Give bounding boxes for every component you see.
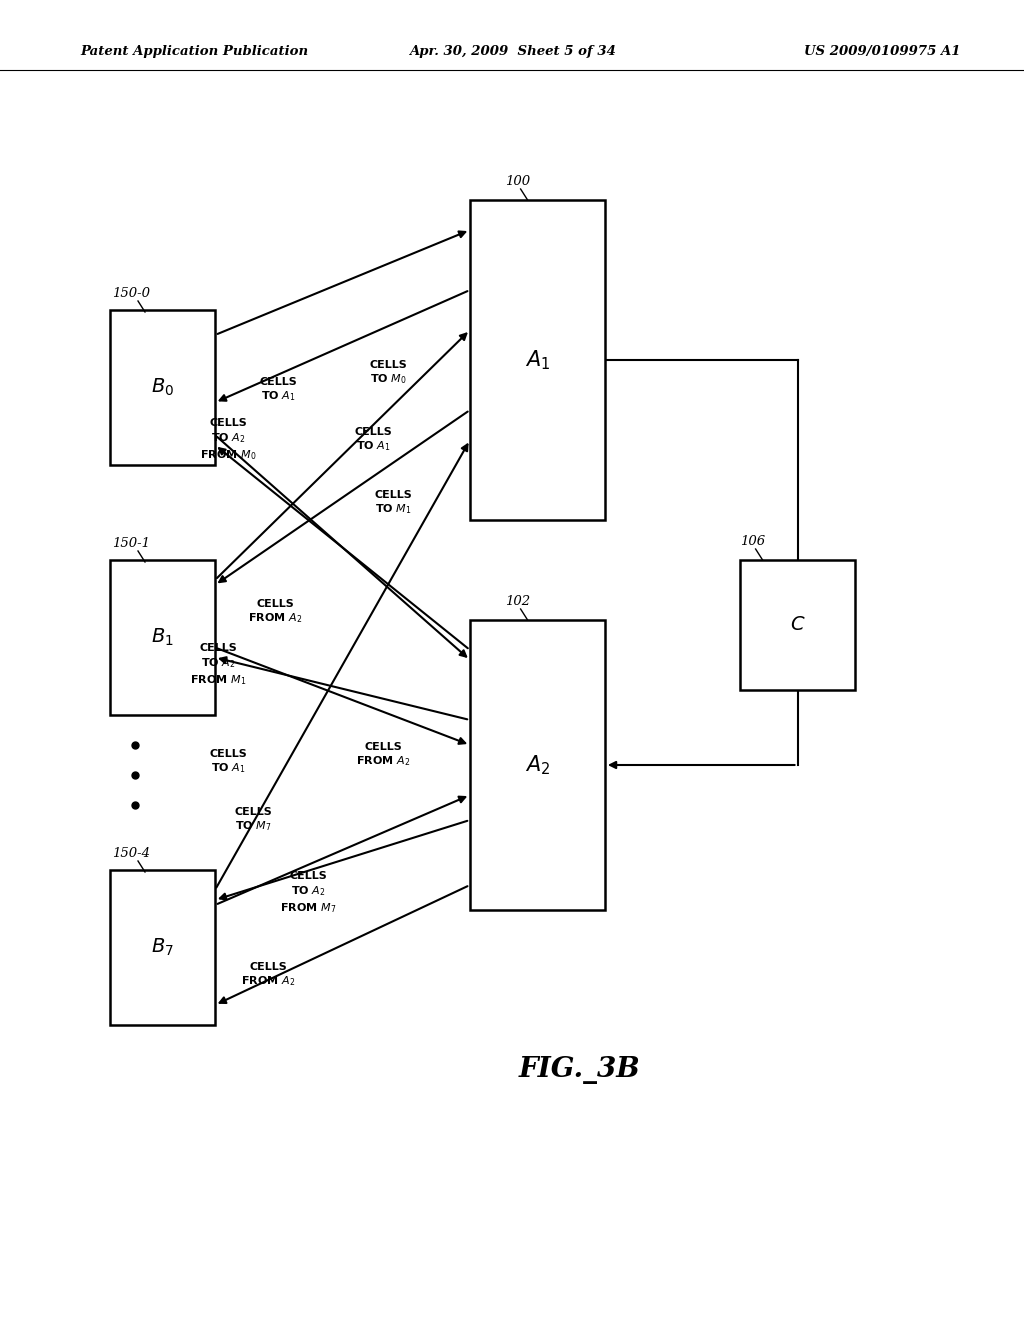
Bar (470, 201, 605, 520)
Text: CELLS
TO $M_1$: CELLS TO $M_1$ (374, 490, 412, 516)
Bar (110, 870, 215, 1026)
Text: CELLS
FROM $A_2$: CELLS FROM $A_2$ (356, 742, 411, 768)
Text: CELLS
TO $M_7$: CELLS TO $M_7$ (234, 807, 272, 833)
Text: 106: 106 (740, 535, 765, 548)
Text: CELLS
FROM $A_2$: CELLS FROM $A_2$ (248, 598, 302, 626)
Text: CELLS
TO $A_1$: CELLS TO $A_1$ (259, 376, 297, 404)
Text: CELLS
TO $A_2$
FROM $M_0$: CELLS TO $A_2$ FROM $M_0$ (200, 418, 256, 462)
Text: $B_7$: $B_7$ (152, 937, 174, 958)
Text: CELLS
TO $A_1$: CELLS TO $A_1$ (354, 426, 392, 453)
Text: $C$: $C$ (790, 616, 805, 634)
Text: 100: 100 (505, 176, 530, 187)
Text: CELLS
TO $A_2$
FROM $M_7$: CELLS TO $A_2$ FROM $M_7$ (280, 871, 336, 915)
Bar (470, 620, 605, 909)
Text: FIG._3B: FIG._3B (519, 1056, 641, 1084)
Text: Apr. 30, 2009  Sheet 5 of 34: Apr. 30, 2009 Sheet 5 of 34 (409, 45, 615, 58)
Text: 102: 102 (505, 595, 530, 609)
Text: Patent Application Publication: Patent Application Publication (80, 45, 308, 58)
Text: 150-4: 150-4 (112, 847, 150, 861)
Text: CELLS
TO $M_0$: CELLS TO $M_0$ (369, 359, 407, 387)
Text: 150-1: 150-1 (112, 537, 150, 550)
Text: CELLS
TO $A_2$
FROM $M_1$: CELLS TO $A_2$ FROM $M_1$ (189, 643, 246, 686)
Bar (110, 560, 215, 715)
Bar (110, 310, 215, 465)
Text: $A_1$: $A_1$ (525, 348, 550, 372)
Text: $A_2$: $A_2$ (525, 754, 550, 776)
Text: CELLS
FROM $A_2$: CELLS FROM $A_2$ (241, 961, 295, 989)
Text: $B_1$: $B_1$ (152, 627, 174, 648)
Text: $B_0$: $B_0$ (151, 376, 174, 399)
Bar (740, 560, 855, 690)
Text: CELLS
TO $A_1$: CELLS TO $A_1$ (209, 748, 247, 775)
Text: 150-0: 150-0 (112, 286, 150, 300)
Text: US 2009/0109975 A1: US 2009/0109975 A1 (804, 45, 961, 58)
